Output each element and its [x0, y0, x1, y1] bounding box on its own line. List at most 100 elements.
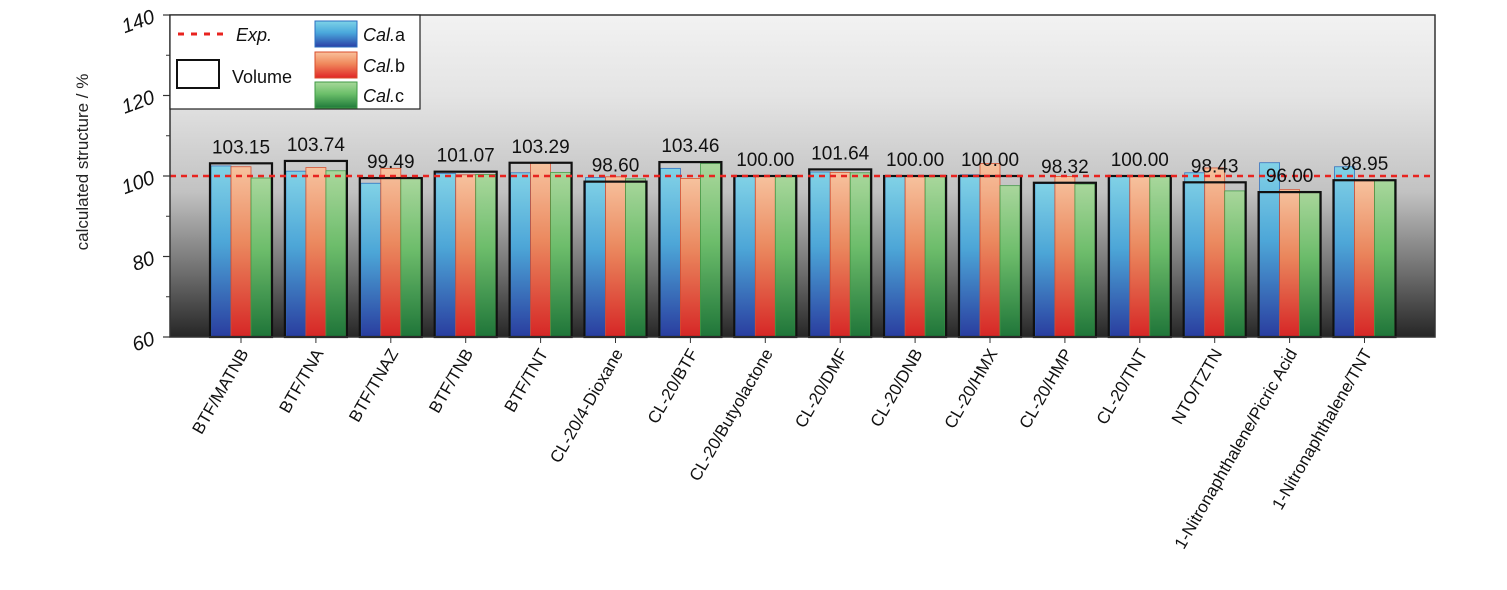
bar-cal-b — [455, 174, 477, 338]
bar-cal-c — [700, 163, 721, 338]
volume-value-label: 100.00 — [961, 150, 1019, 171]
y-tick-label: 80 — [129, 248, 157, 276]
volume-value-label: 98.32 — [1041, 157, 1089, 178]
legend: Exp. Volume Cal.a Cal.b Cal.c — [169, 14, 421, 110]
bar-cal-a — [285, 170, 307, 338]
volume-value-label: 100.00 — [1111, 150, 1169, 171]
legend-cal-b-label: Cal.b — [363, 56, 405, 76]
bar-cal-b — [1204, 167, 1226, 338]
y-tick-label: 60 — [129, 328, 157, 356]
bar-cal-a — [1034, 183, 1056, 338]
bar-cal-b — [754, 175, 776, 338]
bar-cal-c — [1224, 190, 1246, 338]
x-tick-label: CL-20/HMP — [1016, 346, 1077, 432]
bar-cal-a — [210, 165, 232, 338]
bar-cal-c — [849, 172, 871, 338]
bar-cal-c — [625, 178, 646, 338]
bar-cal-b — [904, 175, 926, 338]
volume-value-label: 103.15 — [212, 137, 270, 158]
volume-value-label: 96.00 — [1266, 166, 1314, 187]
bar-cal-b — [680, 178, 701, 338]
volume-value-label: 99.49 — [367, 152, 415, 173]
bar-cal-c — [924, 175, 946, 338]
x-tick-label: CL-20/DNB — [867, 346, 927, 431]
bar-cal-a — [660, 167, 681, 338]
bar-cal-a — [959, 174, 981, 338]
legend-volume-label: Volume — [232, 67, 292, 87]
volume-value-label: 98.43 — [1191, 156, 1239, 177]
bar-cal-a — [585, 177, 606, 338]
bar-cal-b — [380, 167, 402, 338]
legend-cal-a-swatch — [314, 20, 358, 48]
y-axis: 60 80 100 120 140 — [119, 6, 170, 356]
volume-value-label: 103.74 — [287, 135, 346, 156]
x-tick-label: CL-20/HMX — [941, 346, 1002, 432]
bar-cal-b — [979, 163, 1001, 338]
bar-cal-b — [1354, 180, 1375, 338]
bar-cal-c — [774, 175, 796, 338]
x-tick-label: CL-20/4-Dioxane — [546, 346, 627, 467]
bar-cal-a — [1184, 172, 1206, 338]
bar-cal-b — [305, 167, 327, 338]
x-tick-label: BTF/MATNB — [188, 346, 252, 438]
x-tick-label: BTF/TNT — [501, 346, 552, 416]
x-tick-label: 1-Nitronaphthalene/Picric Acid — [1171, 346, 1301, 553]
bar-cal-a — [734, 175, 756, 338]
y-tick-label: 100 — [119, 167, 158, 199]
x-tick-label: CL-20/TNT — [1093, 346, 1151, 428]
bar-cal-b — [1279, 189, 1300, 338]
volume-value-label: 100.00 — [886, 150, 944, 171]
volume-value-label: 103.29 — [512, 137, 570, 158]
bar-cal-b — [530, 162, 551, 338]
volume-value-label: 101.64 — [811, 143, 870, 164]
bar-cal-a — [884, 175, 906, 338]
legend-volume-swatch — [176, 59, 220, 89]
bar-cal-b — [829, 171, 851, 338]
legend-box — [169, 14, 421, 110]
bar-cal-c — [1074, 183, 1096, 338]
x-tick-label: NTO/TZTN — [1168, 346, 1226, 428]
y-tick-label: 140 — [119, 6, 158, 38]
bar-cal-b — [1054, 176, 1076, 338]
bar-cal-c — [250, 177, 272, 338]
bar-cal-c — [400, 177, 422, 338]
y-tick-label: 120 — [119, 87, 158, 119]
x-tick-label: CL-20/DMF — [791, 346, 851, 432]
y-axis-label: calculated structure / % — [73, 74, 92, 251]
volume-value-label: 100.00 — [736, 150, 794, 171]
bar-cal-a — [1259, 162, 1280, 338]
volume-value-label: 101.07 — [437, 146, 495, 167]
bar-cal-c — [1149, 175, 1171, 338]
volume-value-label: 98.95 — [1341, 154, 1389, 175]
legend-cal-a-label: Cal.a — [363, 25, 406, 45]
bar-cal-c — [1299, 190, 1320, 338]
bar-cal-a — [435, 173, 457, 338]
legend-cal-b-swatch — [314, 51, 358, 79]
bar-cal-a — [510, 172, 532, 338]
x-tick-label: CL-20/BTF — [644, 346, 702, 428]
legend-cal-c-label: Cal.c — [363, 86, 404, 106]
bar-cal-b — [1129, 175, 1151, 338]
x-tick-label: BTF/TNAZ — [345, 346, 402, 426]
bar-cal-a — [1109, 175, 1131, 338]
x-tick-label: CL-20/Butyolactone — [686, 346, 777, 485]
bar-cal-b — [230, 166, 252, 338]
x-tick-label: BTF/TNA — [275, 345, 327, 416]
volume-value-label: 103.46 — [661, 136, 719, 157]
bar-cal-c — [550, 171, 571, 338]
legend-cal-c-swatch — [314, 81, 358, 109]
bar-cal-c — [475, 173, 497, 338]
legend-exp-label: Exp. — [236, 25, 272, 45]
bar-cal-c — [325, 170, 347, 338]
volume-value-label: 98.60 — [592, 156, 640, 177]
bar-cal-c — [999, 185, 1021, 338]
bar-cal-a — [360, 182, 382, 338]
bar-cal-a — [1334, 166, 1355, 338]
x-tick-label: BTF/TNB — [425, 346, 477, 417]
bar-cal-c — [1374, 179, 1395, 338]
bar-cal-a — [809, 171, 831, 338]
bar-cal-b — [605, 176, 626, 338]
value-labels-layer: 103.15 103.74 99.49 101.07 103.29 98.60 103.46… — [212, 135, 1388, 187]
x-axis-labels: BTF/MATNB BTF/TNA BTF/TNAZ BTF/TNB BTF/TNTCL… — [188, 337, 1376, 553]
